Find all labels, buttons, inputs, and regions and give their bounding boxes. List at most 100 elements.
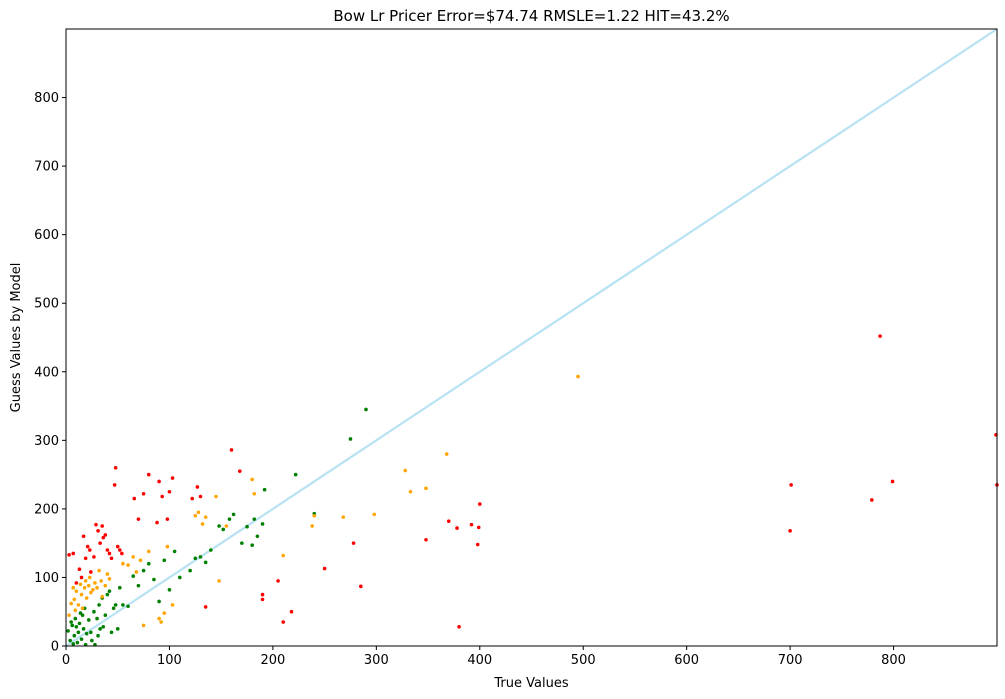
- data-point-red: [351, 541, 356, 545]
- data-point-green: [74, 625, 79, 629]
- data-point-green: [103, 613, 108, 617]
- data-point-orange: [89, 590, 93, 595]
- data-point-green: [92, 609, 96, 614]
- data-point-orange: [103, 583, 108, 588]
- x-tick-label: 400: [467, 653, 492, 668]
- data-point-red: [98, 541, 102, 545]
- data-point-green: [111, 606, 116, 611]
- data-point-orange: [146, 549, 151, 554]
- data-point-orange: [93, 581, 97, 585]
- data-point-green: [70, 623, 75, 628]
- data-point-orange: [224, 524, 229, 528]
- y-tick-label: 100: [34, 571, 59, 586]
- x-tick-label: 700: [778, 653, 803, 668]
- data-point-red: [105, 548, 110, 552]
- data-point-red: [103, 533, 108, 537]
- data-point-orange: [73, 608, 78, 613]
- data-point-red: [157, 479, 161, 484]
- data-point-red: [198, 494, 203, 499]
- data-point-red: [203, 605, 208, 609]
- y-tick-label: 800: [34, 91, 59, 106]
- data-point-orange: [217, 579, 221, 583]
- data-point-orange: [341, 515, 346, 519]
- data-point-green: [75, 640, 80, 645]
- data-point-green: [80, 613, 85, 617]
- data-point-red: [101, 535, 106, 540]
- data-point-red: [77, 567, 82, 572]
- data-point-green: [221, 527, 226, 532]
- data-point-orange: [138, 558, 143, 563]
- data-point-green: [152, 577, 156, 582]
- data-point-red: [120, 551, 124, 556]
- y-tick-label: 700: [34, 160, 59, 175]
- data-point-green: [98, 627, 102, 631]
- data-point-green: [141, 568, 146, 573]
- data-point-red: [109, 556, 114, 561]
- data-point-orange: [576, 374, 580, 379]
- data-point-orange: [214, 494, 218, 499]
- y-tick-label: 400: [34, 365, 59, 380]
- data-point-red: [85, 544, 90, 549]
- data-point-orange: [91, 587, 95, 592]
- data-point-orange: [76, 603, 81, 607]
- data-point-green: [76, 630, 81, 635]
- data-point-orange: [193, 513, 198, 518]
- data-point-red: [424, 537, 428, 542]
- data-point-orange: [79, 592, 84, 597]
- data-point-green: [252, 517, 257, 521]
- data-point-orange: [165, 544, 170, 549]
- data-point-red: [92, 555, 96, 559]
- data-point-red: [74, 581, 79, 585]
- data-point-orange: [95, 585, 99, 590]
- data-point-green: [81, 627, 86, 631]
- data-point-green: [109, 630, 114, 635]
- data-point-red: [87, 548, 92, 552]
- data-point-green: [101, 625, 106, 629]
- data-point-orange: [74, 589, 79, 593]
- data-point-red: [322, 566, 327, 571]
- y-axis-ticks: 0 100 200 300 400 500 600 700 800: [34, 91, 66, 655]
- data-point-orange: [252, 492, 257, 496]
- data-point-green: [203, 560, 208, 565]
- data-point-orange: [71, 585, 76, 590]
- data-point-orange: [99, 579, 103, 583]
- data-point-green: [162, 558, 167, 563]
- data-point-orange: [203, 515, 208, 519]
- data-point-green: [84, 631, 89, 636]
- data-point-red: [870, 498, 874, 502]
- data-point-red: [136, 517, 141, 521]
- data-point-orange: [83, 579, 88, 583]
- data-point-red: [788, 529, 792, 533]
- data-point-orange: [107, 577, 112, 581]
- data-point-red: [81, 534, 86, 539]
- data-point-red: [89, 570, 93, 574]
- data-point-green: [79, 637, 84, 641]
- data-point-red: [789, 483, 793, 487]
- data-point-green: [105, 592, 110, 597]
- data-point-green: [348, 437, 353, 441]
- y-axis-label: Guess Values by Model: [9, 263, 24, 413]
- data-point-green: [240, 541, 244, 545]
- data-point-green: [107, 589, 112, 593]
- data-point-orange: [372, 512, 377, 517]
- data-point-orange: [281, 553, 286, 558]
- data-point-red: [190, 496, 195, 501]
- data-point-green: [250, 543, 254, 548]
- reference-line: [65, 28, 998, 647]
- data-point-orange: [126, 563, 130, 567]
- y-tick-label: 200: [34, 502, 59, 517]
- data-point-red: [237, 469, 242, 473]
- data-point-red: [260, 592, 265, 597]
- x-tick-label: 600: [674, 653, 699, 668]
- data-point-green: [71, 642, 76, 646]
- data-point-orange: [424, 486, 428, 491]
- data-point-orange: [200, 522, 205, 526]
- data-point-orange: [250, 477, 254, 482]
- data-point-green: [131, 574, 136, 578]
- data-point-green: [117, 585, 122, 590]
- x-tick-label: 100: [157, 653, 182, 668]
- chart-title: Bow Lr Pricer Error=$74.74 RMSLE=1.22 HI…: [333, 7, 729, 25]
- data-point-red: [476, 525, 481, 530]
- data-point-orange: [78, 582, 83, 587]
